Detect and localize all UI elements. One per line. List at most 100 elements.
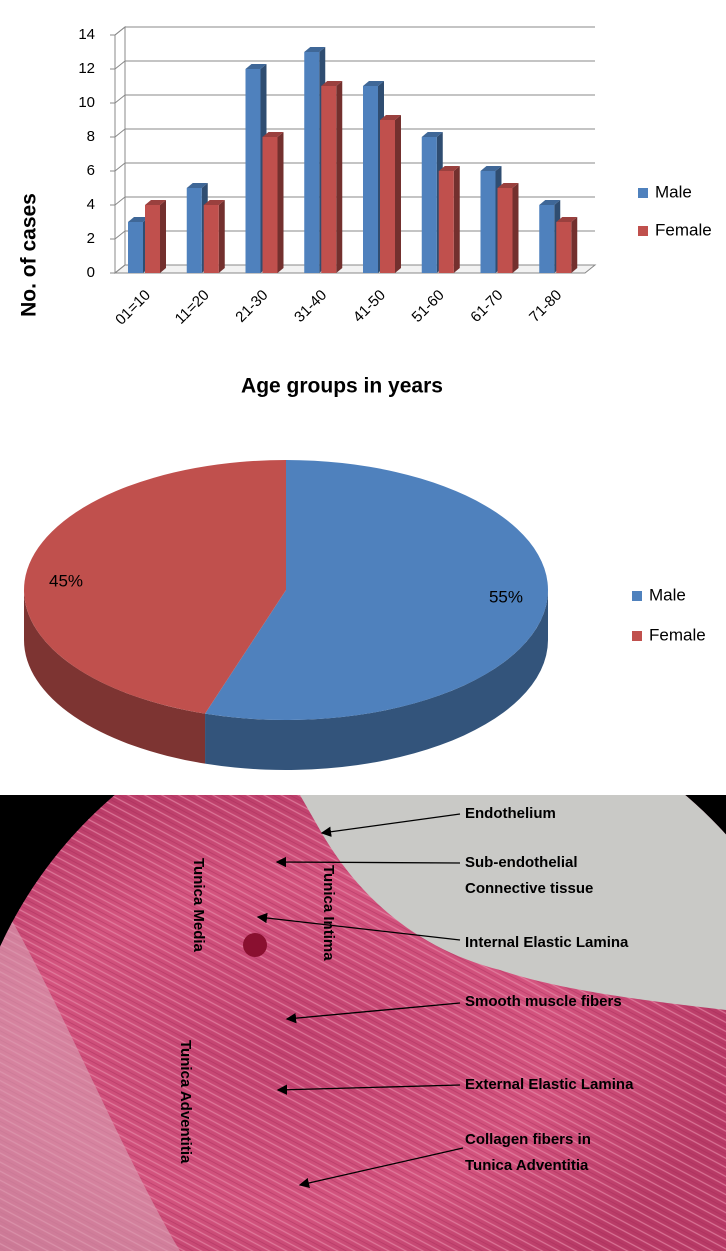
bar-side [453,166,460,273]
back-wall [114,25,126,275]
arrow [256,912,461,941]
legend-label: Female [655,220,712,239]
arrow [275,856,461,868]
adventitia-area [0,900,180,1251]
pie-side [24,590,206,764]
data-label: 45% [49,571,83,590]
legend-swatch [638,188,648,198]
bar [539,205,555,273]
grid-line [114,128,595,138]
legend-swatch [632,631,642,641]
y-tick-label: 10 [78,94,95,111]
bar [145,205,160,273]
legend-label: Male [649,585,686,604]
layer-label: Tunica Media [190,858,207,953]
bar-side [336,81,343,273]
y-tick-label: 4 [87,196,95,213]
bar-chart: 0 2 4 6 8 10 12 14 01=10 11=20 21-30 31-40 41-50 51-6… [78,25,712,329]
micrograph: Endothelium Sub-endothelial Connective t… [0,795,726,1251]
arrow [298,1147,464,1189]
annotation: Connective tissue [465,880,593,897]
bar-top [421,132,443,137]
x-tick-label: 61-70 [467,287,506,326]
bar [363,86,378,273]
legend-label: Female [649,625,706,644]
bar-side [277,132,284,273]
x-tick-label: 51-60 [409,287,448,326]
bar-side [512,183,519,273]
bar [245,69,261,273]
pie-side [205,590,549,770]
bar-top [186,183,208,188]
legend-swatch [632,591,642,601]
y-tick-label: 12 [78,60,95,77]
bar-top [145,200,166,205]
bar [262,137,278,273]
bar [438,171,454,273]
bar [497,188,513,273]
bar [128,222,143,273]
arrows [256,813,464,1189]
bar-top [321,81,343,86]
grid-line [114,162,595,172]
bar-top [245,64,267,69]
stain-spot [243,933,267,957]
bar [321,86,337,273]
pie-chart: 55% Male 45% Female [24,460,706,770]
bar-side [160,200,166,273]
bar-top [438,166,460,171]
y-tick-label: 6 [87,162,95,179]
annotation: Collagen fibers in [465,1131,591,1148]
bar-top [363,81,384,86]
y-tick-label: 2 [87,230,95,247]
bar-top [262,132,284,137]
arrow [285,1002,461,1024]
bar-top [304,47,326,52]
annotation: Smooth muscle fibers [465,993,622,1010]
pie-slice [24,460,286,714]
bar-top [480,166,502,171]
annotation: Endothelium [465,805,556,822]
bar [556,222,572,273]
bar [186,188,202,273]
x-axis-title: Age groups in years [241,375,443,398]
arrow [320,813,461,837]
bar-top [128,217,149,222]
y-tick-label: 8 [87,128,95,145]
bar [421,137,437,273]
bar-top [497,183,519,188]
bar-top [539,200,561,205]
legend-label: Male [655,182,692,201]
bar-top [203,200,225,205]
micrograph-field [0,795,726,1251]
annotation: Sub-endothelial [465,854,578,871]
x-tick-label: 11=20 [172,287,213,328]
bar [380,120,395,273]
grid-line [114,94,595,104]
legend-swatch [638,226,648,236]
bar-top [556,217,578,222]
bar [480,171,496,273]
grid-line [114,60,595,70]
x-tick-label: 41-50 [350,287,389,326]
annotation: Internal Elastic Lamina [465,934,629,951]
pie-slice [205,460,549,720]
y-tick-label: 0 [87,264,95,281]
bar [203,205,219,273]
y-axis-title: No. of cases [18,193,41,317]
bar-side [571,217,578,273]
bar-side [395,115,401,273]
x-tick-label: 01=10 [112,287,154,329]
lumen [300,795,726,1010]
annotation: External Elastic Lamina [465,1076,634,1093]
bar [304,52,320,273]
data-label: 55% [489,588,523,607]
x-tick-label: 31-40 [291,287,330,326]
bar-side [218,200,225,273]
y-tick-label: 14 [78,26,95,43]
annotation: Tunica Adventitia [465,1157,589,1174]
arrow [276,1084,461,1095]
layer-label: Tunica Intima [320,865,337,961]
